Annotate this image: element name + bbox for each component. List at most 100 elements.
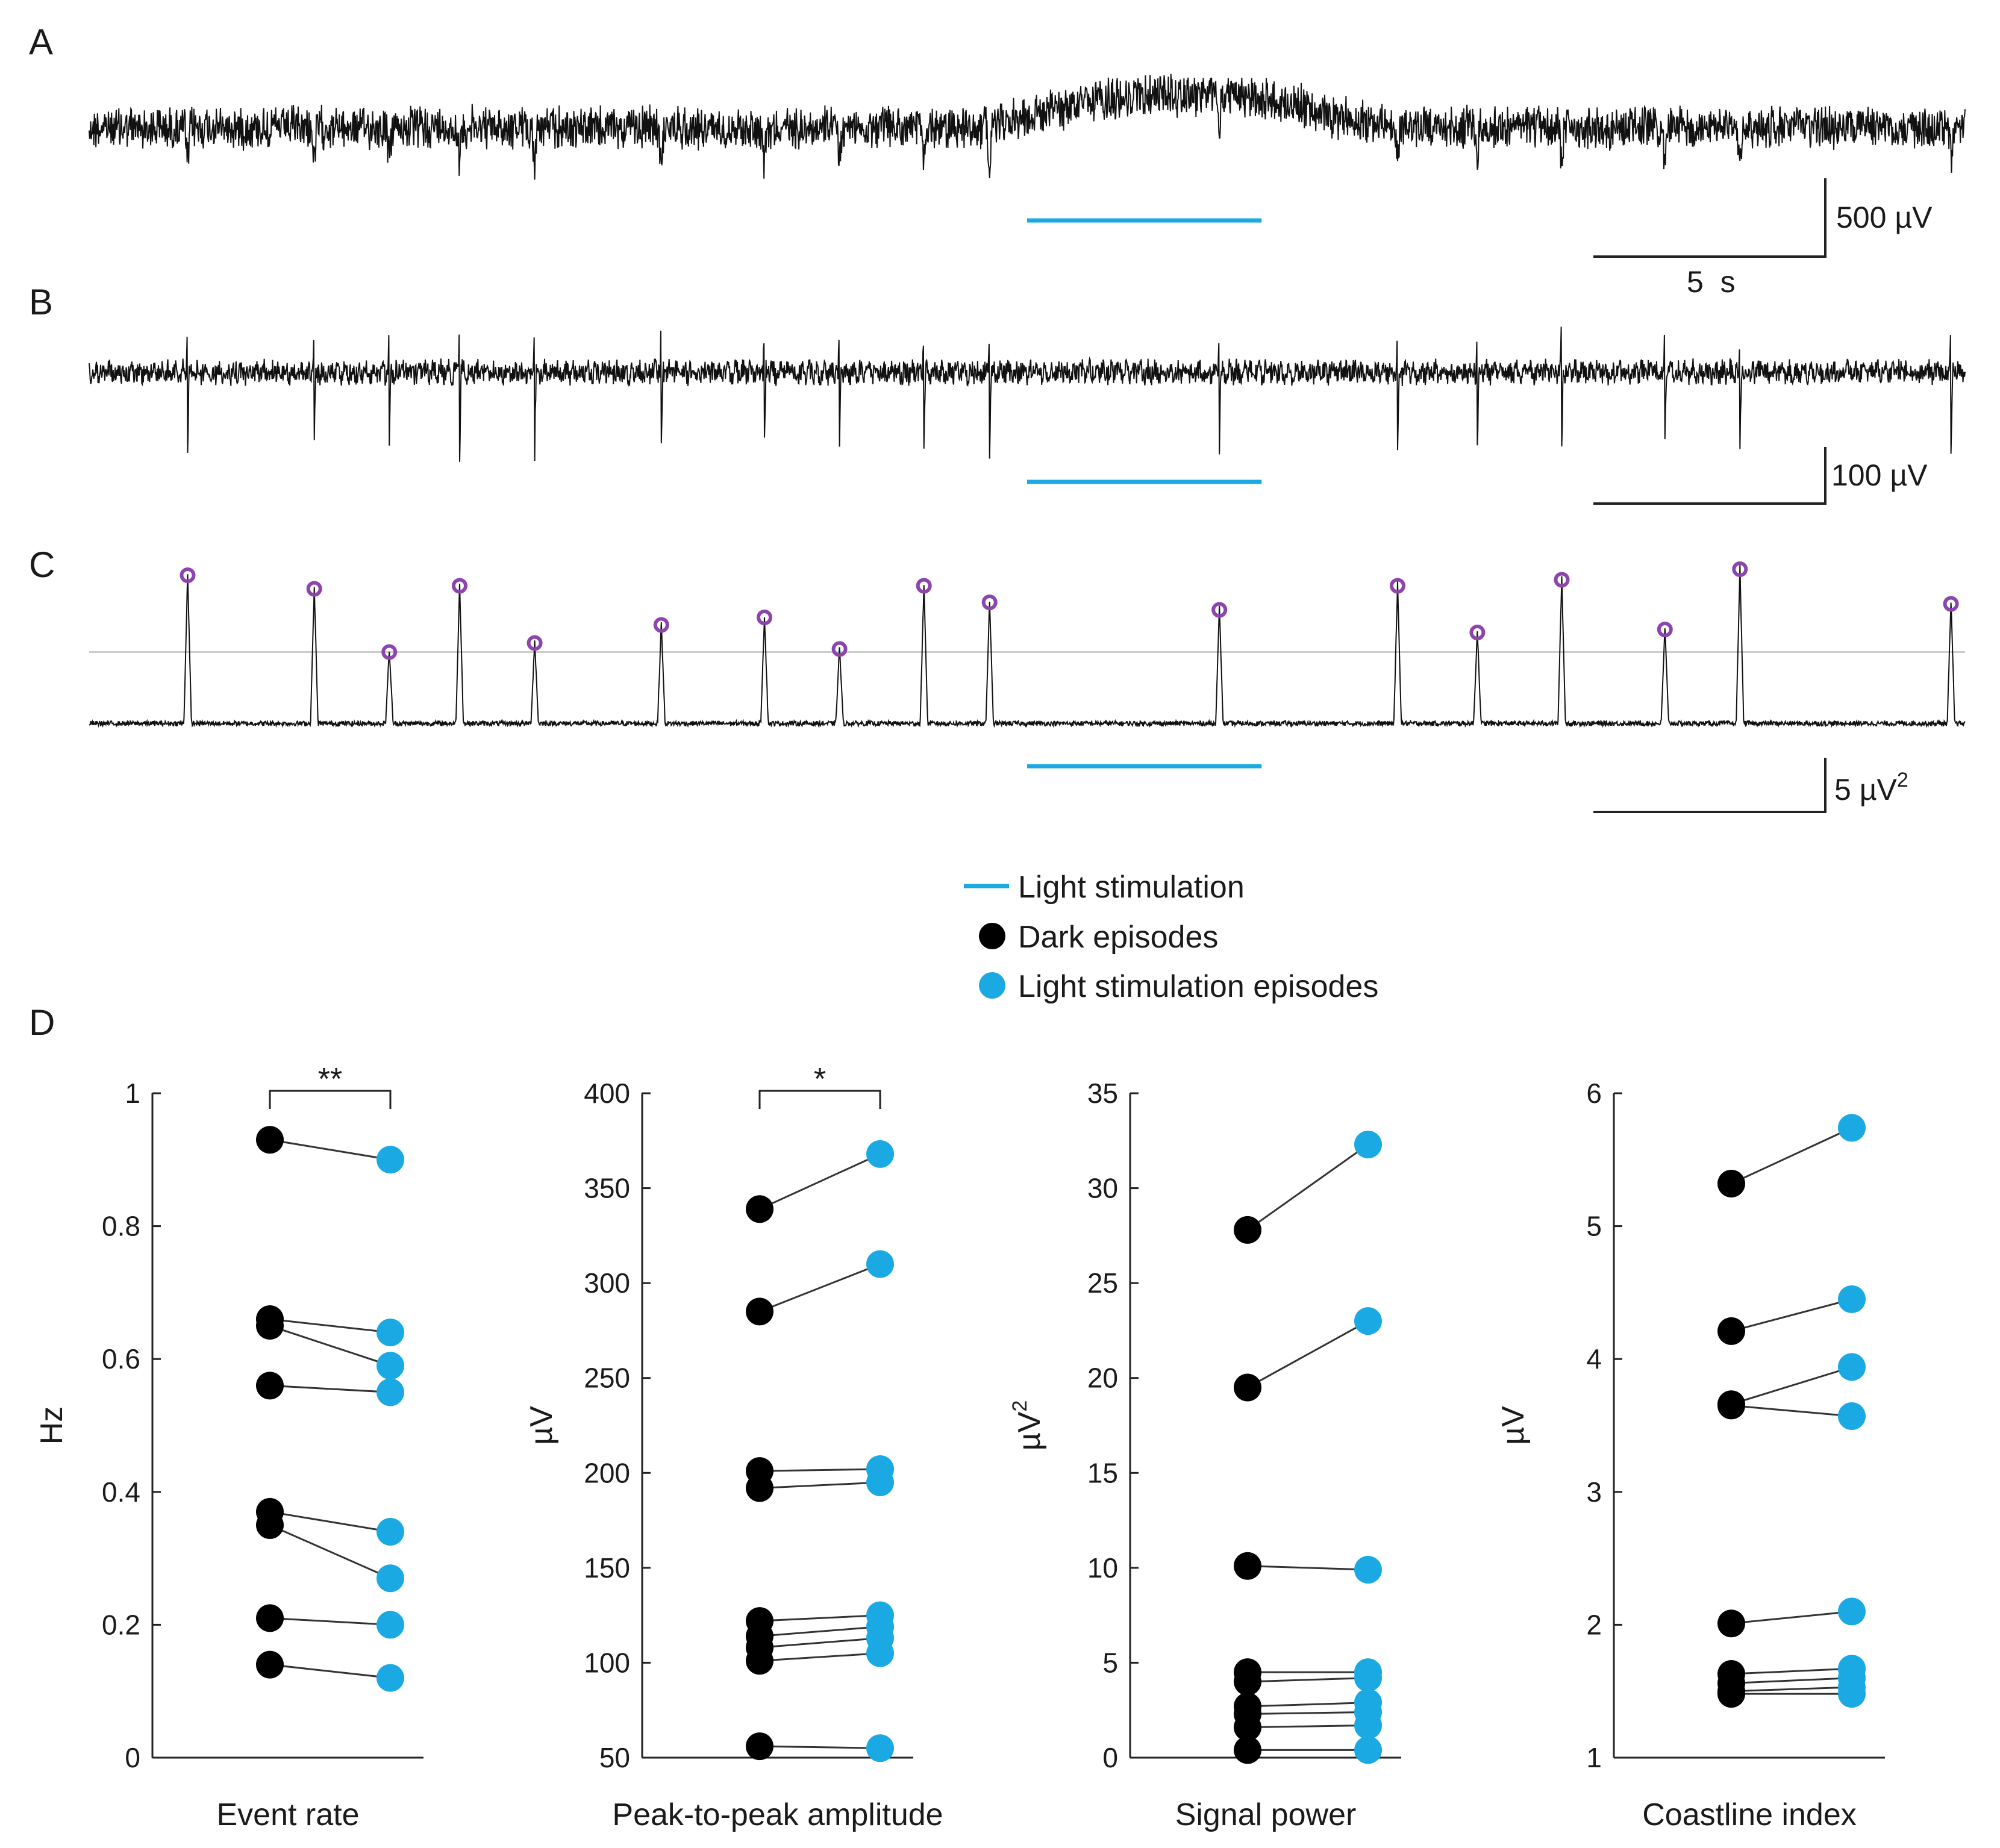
- peak-marker: [1554, 572, 1570, 588]
- peak-marker: [1943, 596, 1959, 612]
- pair-line: [759, 1637, 881, 1649]
- pair-line: [269, 1511, 391, 1533]
- y-tick-label: 350: [584, 1173, 630, 1204]
- y-tick-label: 300: [584, 1267, 630, 1299]
- pair-line: [1247, 1724, 1369, 1729]
- light-episode-point: [377, 1319, 404, 1347]
- y-tick-label: 1: [1586, 1742, 1602, 1773]
- dark-episode-point: [256, 1511, 284, 1539]
- pair-line: [1731, 1298, 1852, 1332]
- light-episode-point: [1838, 1114, 1866, 1142]
- peak-marker: [981, 595, 998, 610]
- panel-b-filtered-trace: 100 µV: [89, 326, 1966, 505]
- pair-line: [759, 1626, 881, 1637]
- y-tick-label: 35: [1087, 1078, 1118, 1109]
- pair-line: [1247, 1677, 1369, 1683]
- peak-marker: [306, 581, 322, 597]
- dark-episode-point: [1234, 1373, 1261, 1402]
- light-episode-point: [377, 1146, 404, 1174]
- y-tick-label: 20: [1087, 1363, 1118, 1394]
- pair-line: [759, 1263, 881, 1313]
- panel-label-b: B: [29, 282, 53, 322]
- dark-episode-point: [1717, 1317, 1745, 1345]
- peak-marker: [180, 567, 196, 583]
- pair-line: [759, 1481, 881, 1489]
- dark-episode-point: [1234, 1216, 1261, 1244]
- peak-marker: [653, 617, 669, 633]
- pair-line: [1731, 1126, 1852, 1185]
- subplot-signal-power: 0 5 10 15 20 25 30 35 µV2 Signal power: [1008, 1078, 1401, 1832]
- light-episode-point: [1838, 1597, 1866, 1626]
- panel-label-d: D: [29, 1002, 55, 1043]
- y-tick-label: 400: [584, 1078, 630, 1109]
- y-tick-label: 0: [1102, 1742, 1118, 1773]
- pair-line: [1731, 1404, 1852, 1417]
- dark-episode-point: [746, 1297, 773, 1326]
- light-episode-point: [1838, 1353, 1866, 1381]
- power-envelope-trace: [89, 564, 1966, 728]
- pair-line: [1247, 1565, 1369, 1571]
- dark-episode-point: [746, 1732, 773, 1761]
- peak-marker: [1469, 625, 1486, 640]
- peak-marker: [1390, 578, 1405, 594]
- y-tick-label: 250: [584, 1363, 630, 1394]
- peak-marker: [527, 635, 543, 651]
- significance-marker: *: [814, 1062, 826, 1097]
- pair-line: [759, 1745, 881, 1749]
- panel-label-a: A: [29, 22, 53, 62]
- light-episode-point: [377, 1352, 404, 1380]
- pair-line: [759, 1153, 881, 1210]
- scale-label-5uv2: 5 µV2: [1834, 769, 1908, 807]
- pair-line: [759, 1614, 881, 1622]
- peak-marker: [757, 610, 772, 625]
- dark-episode-point: [746, 1647, 773, 1675]
- scale-label-100uv: 100 µV: [1831, 458, 1928, 492]
- x-axis-label: Event rate: [216, 1797, 359, 1832]
- y-tick-label: 100: [584, 1647, 630, 1678]
- y-axis-title: µV2: [1008, 1400, 1047, 1451]
- light-episode-point: [377, 1664, 404, 1692]
- dark-episode-point: [256, 1312, 284, 1340]
- light-episode-point: [866, 1469, 894, 1497]
- pair-line: [1247, 1320, 1369, 1388]
- peak-marker: [1657, 622, 1673, 637]
- light-episode-point: [1354, 1711, 1382, 1740]
- dark-episode-point: [1234, 1736, 1261, 1764]
- detected-peaks: [180, 561, 1959, 660]
- legend-dark-marker: [979, 923, 1005, 949]
- legend-light-stimulation-label: Light stimulation: [1018, 870, 1245, 905]
- dark-episode-point: [746, 1195, 773, 1223]
- light-episode-point: [866, 1734, 894, 1762]
- significance-bracket: [758, 1090, 881, 1109]
- light-episode-point: [1838, 1285, 1866, 1313]
- pair-line: [269, 1524, 391, 1579]
- light-episode-point: [377, 1517, 404, 1546]
- subplot-event-rate: 0 0.2 0.4 0.6 0.8 1 Hz Event rate **: [34, 1062, 423, 1832]
- y-tick-label: 0: [125, 1742, 140, 1773]
- y-tick-label: 25: [1087, 1267, 1118, 1299]
- pair-line: [759, 1468, 881, 1472]
- y-axis-title: µV: [1496, 1406, 1531, 1445]
- y-axis-title-text: µV: [524, 1406, 559, 1445]
- light-episode-point: [866, 1250, 894, 1278]
- dark-episode-point: [256, 1126, 284, 1154]
- dark-episode-point: [256, 1604, 284, 1632]
- y-tick-label: 50: [599, 1742, 630, 1773]
- subplot-peak-to-peak-amplitude: 50 100 150 200 250 300 350 400 µV Peak-to-peak am…: [524, 1062, 943, 1832]
- light-episode-point: [1354, 1556, 1382, 1584]
- y-tick-label: 150: [584, 1552, 630, 1584]
- dark-episode-point: [1717, 1680, 1745, 1708]
- y-axis-title: µV: [524, 1406, 559, 1445]
- scale-label-5uv2-base: 5 µV: [1834, 773, 1898, 807]
- scale-label-5uv2-sup: 2: [1897, 769, 1908, 791]
- pair-line: [1731, 1667, 1852, 1675]
- light-episode-point: [1838, 1402, 1866, 1431]
- dark-episode-point: [746, 1474, 773, 1502]
- peak-marker: [916, 578, 932, 594]
- filtered-lfp-trace: [89, 326, 1966, 462]
- pair-line: [1247, 1711, 1369, 1715]
- y-tick-label: 3: [1586, 1476, 1602, 1508]
- dark-episode-point: [1717, 1170, 1745, 1198]
- pair-line: [269, 1384, 391, 1393]
